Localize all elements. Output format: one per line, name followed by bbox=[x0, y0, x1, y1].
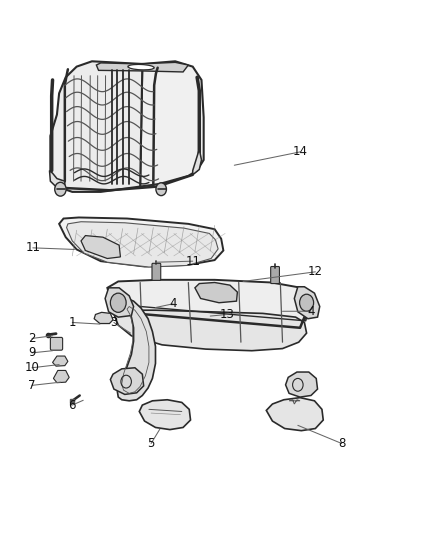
FancyBboxPatch shape bbox=[50, 337, 63, 350]
Text: 9: 9 bbox=[28, 346, 36, 359]
PathPatch shape bbox=[113, 310, 307, 351]
Text: 4: 4 bbox=[307, 305, 315, 318]
Text: 2: 2 bbox=[28, 332, 36, 345]
Circle shape bbox=[300, 294, 314, 311]
Ellipse shape bbox=[128, 64, 154, 70]
PathPatch shape bbox=[53, 356, 68, 366]
PathPatch shape bbox=[96, 62, 188, 72]
PathPatch shape bbox=[140, 61, 204, 187]
Circle shape bbox=[110, 293, 126, 312]
Text: 7: 7 bbox=[28, 379, 36, 392]
Text: 13: 13 bbox=[219, 308, 234, 321]
PathPatch shape bbox=[67, 222, 218, 267]
PathPatch shape bbox=[50, 61, 142, 192]
Text: 11: 11 bbox=[185, 255, 200, 268]
PathPatch shape bbox=[53, 370, 69, 383]
Text: 11: 11 bbox=[25, 241, 40, 254]
Text: 5: 5 bbox=[148, 437, 155, 450]
PathPatch shape bbox=[49, 171, 65, 190]
Text: 8: 8 bbox=[338, 437, 345, 450]
Text: 14: 14 bbox=[293, 146, 307, 158]
PathPatch shape bbox=[105, 288, 134, 317]
Circle shape bbox=[55, 182, 66, 196]
Text: 3: 3 bbox=[110, 316, 117, 329]
PathPatch shape bbox=[286, 372, 318, 397]
PathPatch shape bbox=[59, 217, 223, 266]
PathPatch shape bbox=[294, 287, 320, 319]
Text: 4: 4 bbox=[169, 297, 177, 310]
Circle shape bbox=[156, 183, 166, 196]
PathPatch shape bbox=[117, 298, 155, 401]
PathPatch shape bbox=[94, 312, 113, 324]
Text: 12: 12 bbox=[308, 265, 323, 278]
FancyBboxPatch shape bbox=[152, 263, 161, 280]
FancyBboxPatch shape bbox=[271, 266, 279, 284]
PathPatch shape bbox=[107, 280, 311, 333]
PathPatch shape bbox=[195, 282, 237, 303]
Text: 1: 1 bbox=[68, 316, 76, 329]
PathPatch shape bbox=[81, 236, 120, 259]
PathPatch shape bbox=[110, 368, 144, 394]
PathPatch shape bbox=[193, 149, 201, 175]
Text: 6: 6 bbox=[68, 399, 76, 411]
PathPatch shape bbox=[139, 400, 191, 430]
PathPatch shape bbox=[266, 398, 323, 431]
Text: 10: 10 bbox=[25, 361, 39, 374]
